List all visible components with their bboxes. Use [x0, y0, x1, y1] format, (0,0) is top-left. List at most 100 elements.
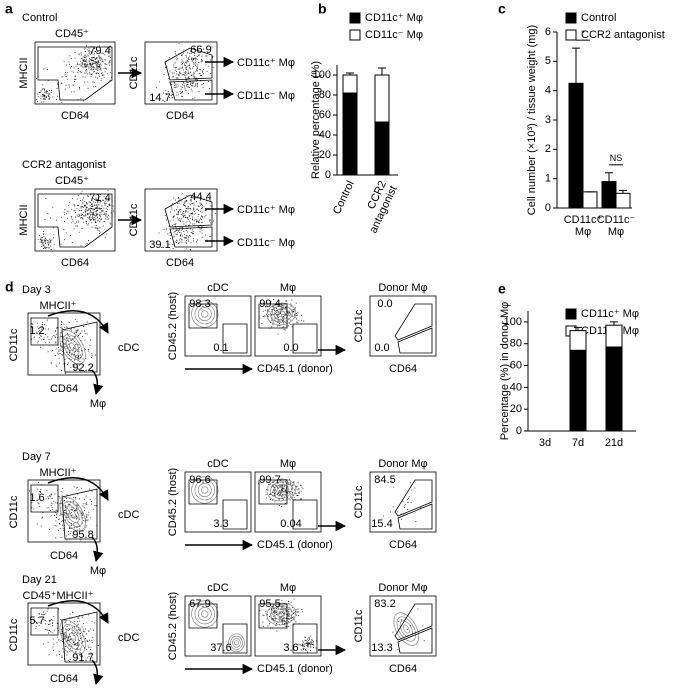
- axis-label: CD11c: [353, 309, 365, 342]
- axis-label: MHCII: [18, 204, 30, 235]
- axis-label: CD11c: [353, 485, 365, 518]
- legend-label: CD11c⁻ Mφ: [365, 29, 423, 41]
- y-tick-label: 0: [545, 202, 551, 214]
- contour: [266, 602, 297, 626]
- gate: [394, 479, 433, 517]
- contour: [65, 628, 80, 646]
- significance-label: *: [581, 29, 585, 39]
- gate: [397, 627, 433, 654]
- gate: [30, 607, 59, 636]
- axis-label: CD45.2 (host): [167, 468, 179, 536]
- contour: [270, 481, 293, 499]
- contour: [277, 610, 286, 618]
- condition: CCR2 antagonist: [22, 159, 106, 171]
- population: cDC: [118, 509, 139, 521]
- dot-cloud: [392, 608, 425, 650]
- population: CD11c⁺ Mφ: [237, 204, 295, 216]
- dot-cloud: [155, 43, 214, 102]
- gate: [397, 327, 433, 354]
- arrow: [47, 310, 109, 334]
- gate-value: 0.0: [283, 342, 298, 354]
- x-tick-label: 3d: [538, 437, 552, 449]
- day: Day 7: [22, 451, 51, 463]
- bar: [569, 349, 587, 432]
- day: Day 3: [22, 284, 51, 296]
- contour: [230, 635, 243, 650]
- y-tick-label: 80: [510, 338, 522, 350]
- y-axis-label: Relative percentage (%): [310, 61, 322, 179]
- legend-swatch: [565, 308, 577, 320]
- contour: [396, 616, 416, 642]
- contour: [234, 640, 239, 646]
- y-tick-label: 0: [516, 425, 522, 437]
- gate-value: 95.5: [259, 598, 280, 610]
- plot-frame: [369, 295, 437, 357]
- panel-label: d: [5, 279, 14, 295]
- gate: [61, 611, 98, 663]
- contour: [65, 338, 80, 356]
- axis-label: CD45.1 (donor): [257, 363, 333, 375]
- gate-value: 39.1: [149, 239, 170, 251]
- gate: [222, 323, 248, 354]
- bar: [605, 346, 623, 432]
- y-tick-label: 3: [545, 114, 551, 126]
- axis-label: CD64: [389, 363, 417, 375]
- legend-swatch: [565, 12, 577, 24]
- gate-name: MHCII⁺: [40, 467, 77, 479]
- y-tick-label: 100: [504, 316, 522, 328]
- y-tick-label: 80: [319, 89, 331, 101]
- bar: [342, 74, 358, 94]
- error-bar: [605, 172, 613, 182]
- contour: [62, 501, 83, 528]
- axis-label: CD11c: [8, 328, 20, 361]
- plot-frame: [254, 295, 322, 357]
- plot-frame: [144, 188, 218, 252]
- panel-label: e: [498, 281, 506, 297]
- panel-label: a: [5, 1, 13, 17]
- axis-label: CD11c: [8, 618, 20, 651]
- gate: [188, 479, 218, 505]
- gate-value: 15.4: [371, 518, 392, 530]
- gate: [169, 79, 213, 101]
- contour: [402, 624, 410, 634]
- population: cDC: [118, 342, 139, 354]
- plot-title: cDC: [207, 282, 228, 294]
- gate-value: 0.04: [280, 518, 301, 530]
- contour: [201, 486, 209, 494]
- bar: [568, 82, 584, 209]
- dot-cloud: [37, 190, 115, 251]
- bar: [374, 74, 390, 123]
- y-tick-label: 4: [545, 85, 551, 97]
- bar: [582, 191, 598, 209]
- population: CD11c⁻ Mφ: [237, 237, 295, 249]
- arrow: [47, 477, 109, 501]
- contour: [65, 505, 80, 523]
- plot-frame: [184, 295, 252, 357]
- gate-name: MHCII⁺: [40, 300, 77, 312]
- contour: [197, 483, 212, 497]
- contour: [197, 307, 212, 321]
- axis-label: CD45.2 (host): [167, 292, 179, 360]
- plot-title: Mφ: [280, 582, 296, 594]
- axis-label: CD45.2 (host): [167, 592, 179, 660]
- plot-title: Mφ: [280, 282, 296, 294]
- condition: Control: [22, 12, 57, 24]
- contour: [191, 300, 219, 328]
- gate: [258, 603, 288, 629]
- contour: [232, 637, 241, 648]
- dot-cloud: [298, 635, 317, 653]
- axis-label: CD11c: [128, 203, 140, 236]
- dot-cloud: [383, 480, 421, 522]
- gate-value: 0.0: [377, 298, 392, 310]
- contour: [393, 612, 420, 646]
- gate-value: 84.5: [374, 474, 395, 486]
- gate-value: 1.6: [29, 492, 44, 504]
- contour: [273, 484, 289, 496]
- y-tick-label: 1: [545, 173, 551, 185]
- gate: [394, 603, 433, 641]
- contour: [201, 610, 209, 618]
- x-tick-label: 21d: [604, 437, 624, 449]
- y-tick-label: 100: [313, 69, 331, 81]
- gate: [30, 484, 59, 513]
